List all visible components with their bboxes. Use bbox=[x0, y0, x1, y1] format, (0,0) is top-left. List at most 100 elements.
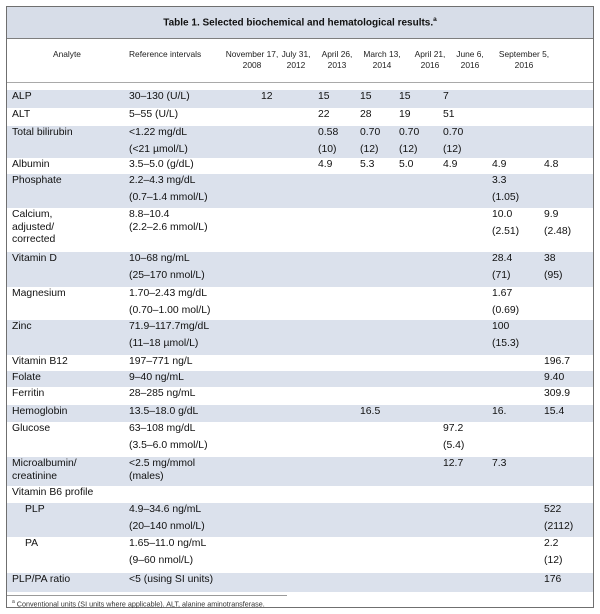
analyte-line: ALT bbox=[12, 109, 31, 120]
reference-line: 5–55 (U/L) bbox=[129, 109, 179, 120]
value-cell: 4.9 bbox=[318, 159, 332, 172]
value-line: 28.4 bbox=[492, 253, 513, 264]
value-line: 4.9 bbox=[318, 159, 333, 170]
value-line: 176 bbox=[544, 574, 562, 585]
value-line: (2.51) bbox=[492, 225, 520, 237]
value-cell: 28 bbox=[360, 109, 372, 122]
value-line: 0.58 bbox=[318, 127, 339, 138]
table-row: Microalbumin/creatinine <2.5 mg/mmol (male… bbox=[7, 457, 593, 486]
footnote-divider bbox=[7, 595, 287, 596]
table-row: Phosphate 2.2–4.3 mg/dL (0.7–1.4 mmol/L) 3.… bbox=[7, 174, 593, 208]
analyte-line: Hemoglobin bbox=[12, 406, 68, 417]
header-date: March 13, 2014 bbox=[352, 49, 412, 71]
analyte-line: PLP bbox=[25, 504, 45, 515]
analyte-cell: Albumin bbox=[12, 159, 50, 172]
header-date-line: September 5, bbox=[498, 49, 550, 59]
table-row: Glucose 63–108 mg/dL (3.5–6.0 mmol/L) 97.2 (… bbox=[7, 422, 593, 457]
header-date-line: 2008 bbox=[242, 60, 262, 70]
value-cell: 7 bbox=[443, 91, 449, 104]
reference-line: (0.7–1.4 mmol/L) bbox=[129, 191, 208, 203]
reference-cell: 3.5–5.0 (g/dL) bbox=[129, 159, 194, 172]
value-cell: 15.4 bbox=[544, 406, 564, 419]
footnote-marker: a bbox=[12, 599, 15, 605]
header-date-line: 2014 bbox=[372, 60, 392, 70]
value-line: 4.9 bbox=[492, 159, 507, 170]
value-line: 0.70 bbox=[399, 127, 420, 138]
analyte-cell: Microalbumin/creatinine bbox=[12, 458, 77, 483]
analyte-line: PLP/PA ratio bbox=[12, 574, 71, 585]
reference-cell: 1.70–2.43 mg/dL (0.70–1.00 mol/L) bbox=[129, 288, 210, 317]
value-cell: 0.58 (10) bbox=[318, 127, 338, 156]
value-line: 16. bbox=[492, 406, 507, 417]
value-line: 12 bbox=[261, 91, 273, 102]
reference-cell: 30–130 (U/L) bbox=[129, 91, 190, 104]
reference-line: 197–771 ng/L bbox=[129, 356, 193, 367]
value-cell: 15 bbox=[360, 91, 372, 104]
value-cell: 9.40 bbox=[544, 372, 564, 385]
value-line: 51 bbox=[443, 109, 455, 120]
header-divider bbox=[7, 82, 593, 83]
value-line: (5.4) bbox=[443, 439, 465, 451]
reference-line: <5 (using SI units) bbox=[129, 574, 214, 585]
value-cell: 22 bbox=[318, 109, 330, 122]
value-line: 4.9 bbox=[443, 159, 458, 170]
header-date-line: 2016 bbox=[514, 60, 534, 70]
analyte-line: creatinine bbox=[12, 470, 58, 482]
value-cell: 10.0 (2.51) bbox=[492, 209, 519, 238]
table-title-text: Table 1. Selected biochemical and hemato… bbox=[163, 17, 434, 29]
value-line: (1.05) bbox=[492, 191, 520, 203]
value-line: (71) bbox=[492, 269, 511, 281]
value-cell: 0.70 (12) bbox=[443, 127, 463, 156]
value-line: (10) bbox=[318, 143, 337, 155]
value-line: 28 bbox=[360, 109, 372, 120]
value-cell: 15 bbox=[399, 91, 411, 104]
reference-line: 8.8–10.4 bbox=[129, 209, 170, 220]
value-cell: 0.70 (12) bbox=[360, 127, 380, 156]
table-row: Hemoglobin 13.5–18.0 g/dL 16.5 16. 15.4 bbox=[7, 405, 593, 422]
header-date-line: March 13, bbox=[363, 49, 401, 59]
table-row: Magnesium 1.70–2.43 mg/dL (0.70–1.00 mol/L… bbox=[7, 287, 593, 320]
value-line: (95) bbox=[544, 269, 563, 281]
reference-cell: <1.22 mg/dL (<21 µmol/L) bbox=[129, 127, 188, 156]
analyte-line: Total bilirubin bbox=[12, 127, 73, 138]
analyte-line: Folate bbox=[12, 372, 41, 383]
analyte-cell: Zinc bbox=[12, 321, 32, 334]
reference-cell: 4.9–34.6 ng/mL (20–140 nmol/L) bbox=[129, 504, 205, 533]
header-date-line: 2013 bbox=[327, 60, 347, 70]
header-reference: Reference intervals bbox=[129, 49, 202, 59]
value-cell: 12.7 bbox=[443, 458, 463, 471]
analyte-line: Glucose bbox=[12, 423, 51, 434]
value-line: 15.4 bbox=[544, 406, 565, 417]
analyte-cell: Vitamin B12 bbox=[12, 356, 68, 369]
value-line: 97.2 bbox=[443, 423, 464, 434]
reference-line: 9–40 ng/mL bbox=[129, 372, 184, 383]
value-cell: 16. bbox=[492, 406, 506, 419]
table-row: ALT 5–55 (U/L) 22 28 19 51 bbox=[7, 108, 593, 126]
reference-cell: 13.5–18.0 g/dL bbox=[129, 406, 198, 419]
table-row: Calcium, adjusted/corrected 8.8–10.4 (2.2–2… bbox=[7, 208, 593, 252]
analyte-line: Microalbumin/ bbox=[12, 458, 77, 469]
header-date: September 5, 2016 bbox=[494, 49, 554, 71]
reference-cell: <2.5 mg/mmol (males) bbox=[129, 458, 195, 483]
analyte-cell: Glucose bbox=[12, 423, 50, 436]
reference-line: 30–130 (U/L) bbox=[129, 91, 190, 102]
analyte-line: corrected bbox=[12, 234, 56, 245]
table-row: PLP/PA ratio <5 (using SI units) 176 bbox=[7, 573, 593, 592]
value-line: 9.40 bbox=[544, 372, 565, 383]
header-analyte: Analyte bbox=[53, 49, 81, 59]
value-line: (2.48) bbox=[544, 225, 572, 237]
reference-cell: <5 (using SI units) bbox=[129, 574, 213, 587]
analyte-line: Zinc bbox=[12, 321, 32, 332]
reference-cell: 63–108 mg/dL (3.5–6.0 mmol/L) bbox=[129, 423, 208, 452]
value-cell: 4.8 bbox=[544, 159, 558, 172]
analyte-line: Calcium, bbox=[12, 209, 53, 220]
value-line: 12.7 bbox=[443, 458, 464, 469]
value-line: (0.69) bbox=[492, 304, 520, 316]
analyte-cell: Magnesium bbox=[12, 288, 66, 301]
value-line: 15 bbox=[360, 91, 372, 102]
value-cell: 522 (2112) bbox=[544, 504, 573, 533]
value-line: (12) bbox=[360, 143, 379, 155]
table-row: ALP 30–130 (U/L) 12 15 15 15 7 bbox=[7, 90, 593, 108]
reference-line: 1.70–2.43 mg/dL bbox=[129, 288, 207, 299]
value-line: 0.70 bbox=[360, 127, 381, 138]
